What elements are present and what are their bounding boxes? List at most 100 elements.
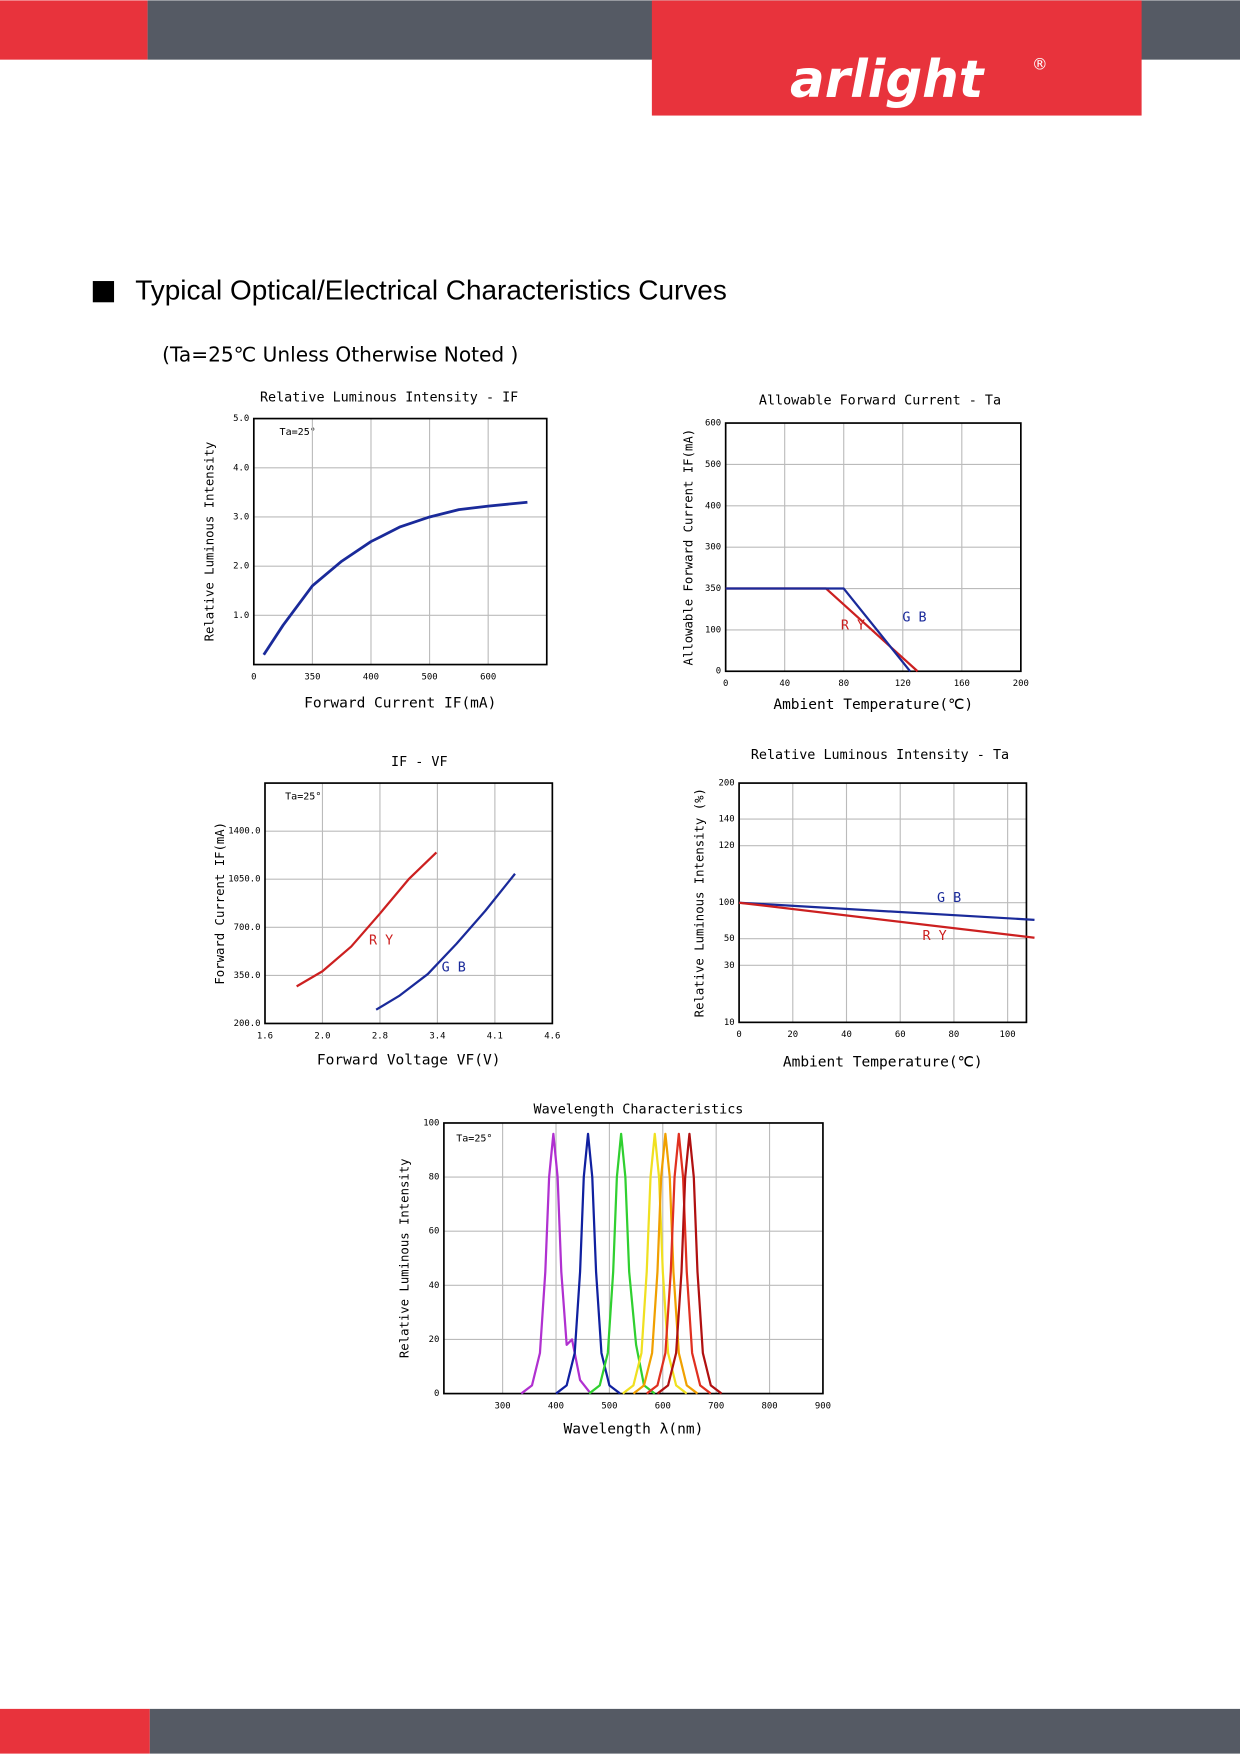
- y-tick-label: 350: [705, 584, 721, 594]
- y-tick-label: 0: [716, 667, 721, 677]
- footer-gray: [149, 1708, 1240, 1754]
- series-line: [622, 1132, 688, 1395]
- x-tick-label: 1.6: [257, 1031, 273, 1041]
- subtitle: (Ta=25℃ Unless Otherwise Noted ): [162, 342, 518, 366]
- y-tick-label: 50: [724, 934, 735, 944]
- y-tick-label: 30: [724, 961, 735, 971]
- series-line: [588, 1132, 656, 1395]
- chart-title: Relative Luminous Intensity - IF: [260, 390, 518, 405]
- x-axis-label: Forward Voltage VF(V): [317, 1052, 501, 1068]
- y-tick-label: 3.0: [233, 512, 249, 522]
- series-label: G B: [442, 961, 466, 976]
- series-line: [296, 851, 438, 988]
- y-tick-label: 100: [423, 1118, 439, 1128]
- y-axis-label: Allowable Forward Current IF(mA): [681, 429, 695, 666]
- x-tick-label: 900: [815, 1401, 831, 1411]
- plot-frame: [264, 782, 554, 1025]
- x-tick-label: 350: [304, 672, 320, 682]
- y-tick-label: 5.0: [233, 414, 249, 424]
- x-tick-label: 700: [708, 1401, 724, 1411]
- x-axis-label: Ambient Temperature(℃): [783, 1055, 983, 1071]
- series-line: [262, 500, 528, 656]
- y-tick-label: 300: [705, 543, 721, 553]
- x-tick-label: 40: [841, 1030, 852, 1040]
- x-tick-label: 2.0: [314, 1031, 330, 1041]
- x-tick-label: 20: [787, 1030, 798, 1040]
- y-tick-label: 10: [724, 1018, 735, 1028]
- y-tick-label: 700.0: [234, 923, 261, 933]
- x-tick-label: 200: [1013, 679, 1029, 689]
- section-title: Typical Optical/Electrical Characteristi…: [135, 275, 727, 306]
- y-tick-label: 2.0: [233, 562, 249, 572]
- x-tick-label: 60: [895, 1030, 906, 1040]
- x-tick-label: 500: [422, 672, 438, 682]
- footer-red: [0, 1708, 150, 1754]
- series-line: [656, 1132, 723, 1395]
- x-tick-label: 600: [655, 1401, 671, 1411]
- y-axis-label: Relative Luminous Intensity (%): [692, 788, 706, 1017]
- x-tick-label: 100: [1000, 1030, 1016, 1040]
- x-tick-label: 0: [723, 679, 728, 689]
- x-tick-label: 300: [495, 1401, 511, 1411]
- x-tick-label: 0: [736, 1030, 741, 1040]
- bullet: [92, 281, 115, 303]
- annotation: Ta=25°: [456, 1134, 492, 1145]
- series-label: R Y: [841, 618, 865, 633]
- x-tick-label: 400: [363, 672, 379, 682]
- header-red: [0, 0, 148, 60]
- x-axis-label: Forward Current IF(mA): [304, 696, 496, 712]
- x-axis-label: Wavelength λ(nm): [564, 1421, 704, 1437]
- series-line: [375, 873, 516, 1011]
- series-label: R Y: [922, 929, 946, 944]
- x-tick-label: 400: [548, 1401, 564, 1411]
- y-tick-label: 4.0: [233, 463, 249, 473]
- y-tick-label: 1050.0: [228, 875, 260, 885]
- annotation: Ta=25°: [285, 791, 321, 802]
- series-line: [632, 1132, 699, 1395]
- x-tick-label: 800: [761, 1401, 777, 1411]
- x-tick-label: 600: [480, 672, 496, 682]
- y-axis-label: Relative Luminous Intensity: [203, 442, 217, 642]
- y-tick-label: 20: [429, 1335, 440, 1345]
- y-tick-label: 1400.0: [228, 827, 260, 837]
- y-tick-label: 80: [429, 1173, 440, 1183]
- y-tick-label: 350.0: [234, 971, 261, 981]
- plot-frame: [724, 422, 1022, 673]
- series-line: [738, 901, 1035, 939]
- plot-frame: [252, 417, 548, 666]
- logo-mark: ®: [1032, 55, 1048, 74]
- chart-title: IF - VF: [391, 755, 447, 770]
- chart-title: Allowable Forward Current - Ta: [759, 394, 1001, 409]
- x-tick-label: 4.1: [487, 1031, 503, 1041]
- x-tick-label: 40: [779, 679, 790, 689]
- y-tick-label: 500: [705, 460, 721, 470]
- y-tick-label: 600: [705, 419, 721, 429]
- x-axis-label: Ambient Temperature(℃): [773, 697, 973, 713]
- chart-title: Relative Luminous Intensity - Ta: [751, 748, 1009, 763]
- x-tick-label: 2.8: [372, 1031, 388, 1041]
- y-tick-label: 120: [718, 841, 734, 851]
- plot-frame: [443, 1122, 824, 1395]
- y-tick-label: 1.0: [233, 611, 249, 621]
- y-tick-label: 200: [718, 779, 734, 789]
- y-axis-label: Relative Luminous Intensity: [397, 1158, 411, 1358]
- x-tick-label: 80: [949, 1030, 960, 1040]
- logo-block: [651, 0, 1142, 116]
- x-tick-label: 4.6: [544, 1031, 560, 1041]
- y-tick-label: 60: [429, 1227, 440, 1237]
- y-tick-label: 140: [718, 815, 734, 825]
- y-tick-label: 200.0: [234, 1019, 261, 1029]
- y-tick-label: 100: [718, 898, 734, 908]
- series-label: G B: [937, 891, 961, 906]
- x-tick-label: 120: [895, 679, 911, 689]
- series-line: [725, 587, 912, 672]
- y-tick-label: 40: [429, 1281, 440, 1291]
- x-tick-label: 160: [954, 679, 970, 689]
- x-tick-label: 3.4: [429, 1031, 445, 1041]
- series-line: [646, 1132, 712, 1395]
- y-tick-label: 0: [434, 1389, 439, 1399]
- x-tick-label: 0: [251, 672, 256, 682]
- chart-title: Wavelength Characteristics: [534, 1103, 744, 1118]
